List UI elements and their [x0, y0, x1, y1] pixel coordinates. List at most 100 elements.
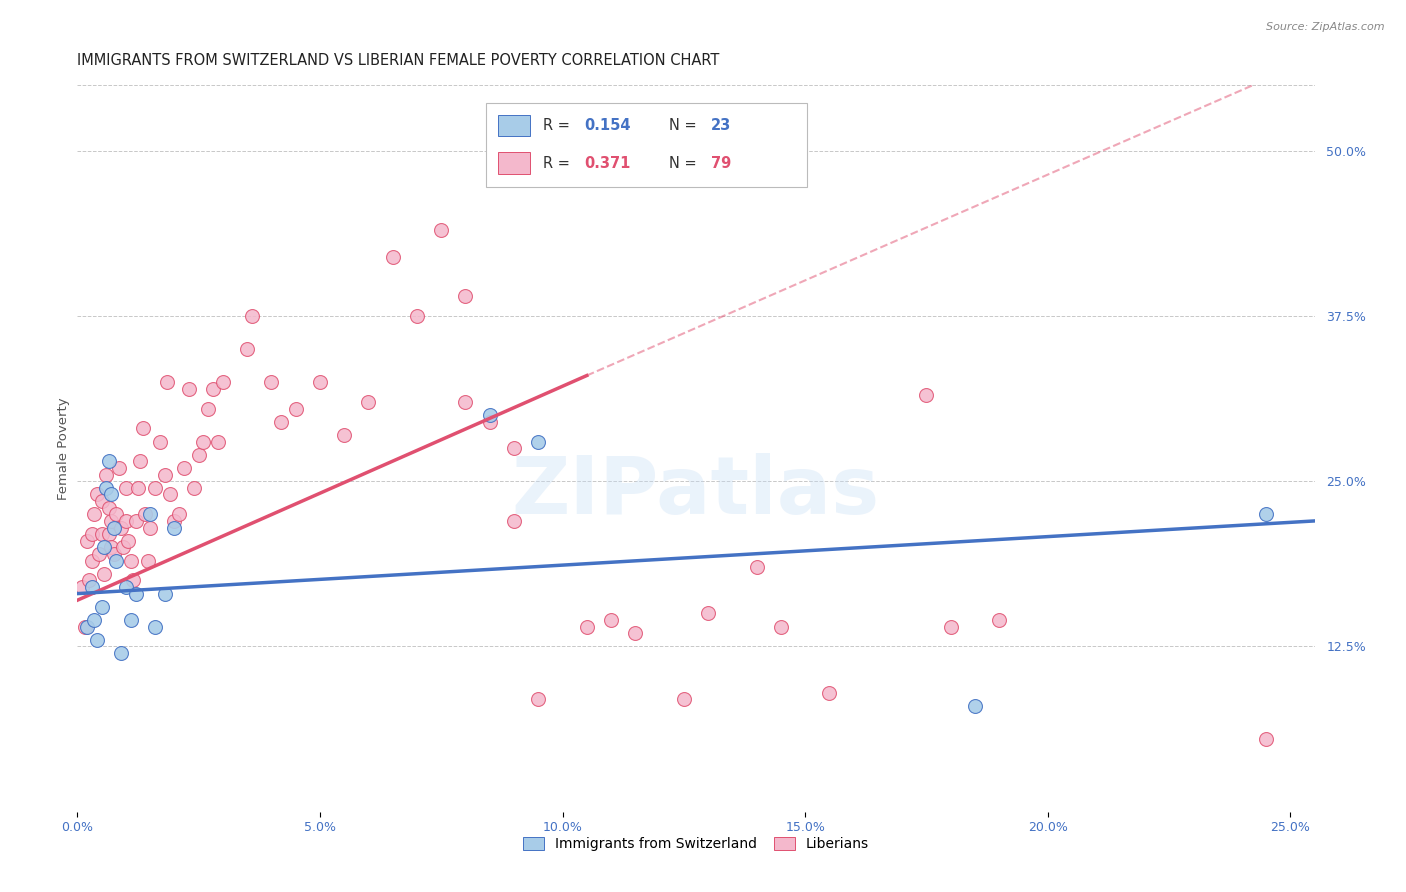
- Point: [86, 632, 108, 647]
- Point: [503, 442, 526, 455]
- Point: [202, 382, 225, 396]
- Point: [90, 599, 112, 614]
- Point: [134, 508, 156, 522]
- Point: [624, 626, 647, 640]
- Text: IMMIGRANTS FROM SWITZERLAND VS LIBERIAN FEMALE POVERTY CORRELATION CHART: IMMIGRANTS FROM SWITZERLAND VS LIBERIAN …: [77, 54, 720, 69]
- Point: [357, 395, 380, 409]
- Point: [70, 580, 93, 594]
- Point: [90, 527, 112, 541]
- Point: [124, 514, 146, 528]
- Y-axis label: Female Poverty: Female Poverty: [58, 397, 70, 500]
- Point: [430, 223, 453, 237]
- Point: [153, 467, 176, 482]
- Point: [139, 508, 162, 522]
- Point: [73, 620, 96, 634]
- Point: [97, 500, 120, 515]
- Point: [915, 388, 938, 402]
- Point: [96, 481, 118, 495]
- Point: [1254, 731, 1277, 746]
- Point: [97, 527, 120, 541]
- Point: [527, 692, 550, 706]
- Point: [167, 508, 190, 522]
- Point: [260, 375, 283, 389]
- Point: [110, 646, 132, 660]
- Text: R =: R =: [543, 156, 574, 170]
- Point: [89, 547, 111, 561]
- Point: [406, 309, 429, 323]
- Point: [120, 553, 142, 567]
- Point: [122, 574, 145, 588]
- Point: [86, 487, 108, 501]
- Point: [76, 533, 98, 548]
- Text: ZIPatlas: ZIPatlas: [512, 453, 880, 531]
- Point: [575, 620, 598, 634]
- Point: [527, 434, 550, 449]
- Point: [97, 454, 120, 468]
- Point: [1254, 508, 1277, 522]
- Point: [124, 587, 146, 601]
- Point: [163, 514, 186, 528]
- Point: [183, 481, 205, 495]
- Point: [80, 553, 103, 567]
- Point: [112, 541, 135, 555]
- Point: [100, 541, 122, 555]
- Point: [153, 587, 176, 601]
- Point: [129, 454, 152, 468]
- Point: [100, 487, 122, 501]
- Point: [478, 408, 501, 422]
- Point: [143, 620, 166, 634]
- Point: [93, 541, 115, 555]
- Point: [149, 434, 172, 449]
- Point: [988, 613, 1011, 627]
- Point: [503, 514, 526, 528]
- Point: [127, 481, 149, 495]
- Point: [212, 375, 235, 389]
- Point: [270, 415, 292, 429]
- Point: [83, 508, 105, 522]
- Point: [381, 250, 404, 264]
- Point: [117, 533, 139, 548]
- Point: [96, 467, 118, 482]
- FancyBboxPatch shape: [498, 153, 530, 174]
- Text: 0.371: 0.371: [585, 156, 631, 170]
- Point: [309, 375, 332, 389]
- Point: [107, 461, 129, 475]
- Point: [103, 520, 125, 534]
- Point: [454, 395, 477, 409]
- Point: [80, 580, 103, 594]
- Point: [90, 494, 112, 508]
- Point: [963, 698, 986, 713]
- Point: [120, 613, 142, 627]
- Point: [103, 547, 125, 561]
- Point: [454, 289, 477, 303]
- Point: [132, 421, 155, 435]
- Legend: Immigrants from Switzerland, Liberians: Immigrants from Switzerland, Liberians: [519, 833, 873, 855]
- Point: [600, 613, 623, 627]
- Point: [284, 401, 307, 416]
- Text: 79: 79: [711, 156, 731, 170]
- Point: [197, 401, 219, 416]
- Point: [193, 434, 215, 449]
- Point: [159, 487, 181, 501]
- Point: [207, 434, 229, 449]
- Point: [100, 514, 122, 528]
- Point: [105, 553, 128, 567]
- Point: [139, 520, 162, 534]
- Text: 23: 23: [711, 118, 731, 133]
- Point: [697, 607, 720, 621]
- Point: [115, 514, 138, 528]
- Point: [769, 620, 792, 634]
- Point: [80, 527, 103, 541]
- Point: [143, 481, 166, 495]
- FancyBboxPatch shape: [485, 103, 807, 186]
- Text: N =: N =: [669, 118, 702, 133]
- Point: [110, 520, 132, 534]
- Text: 0.154: 0.154: [585, 118, 631, 133]
- FancyBboxPatch shape: [498, 114, 530, 136]
- Point: [163, 520, 186, 534]
- Point: [672, 692, 695, 706]
- Text: R =: R =: [543, 118, 574, 133]
- Point: [939, 620, 962, 634]
- Point: [478, 415, 501, 429]
- Point: [173, 461, 195, 475]
